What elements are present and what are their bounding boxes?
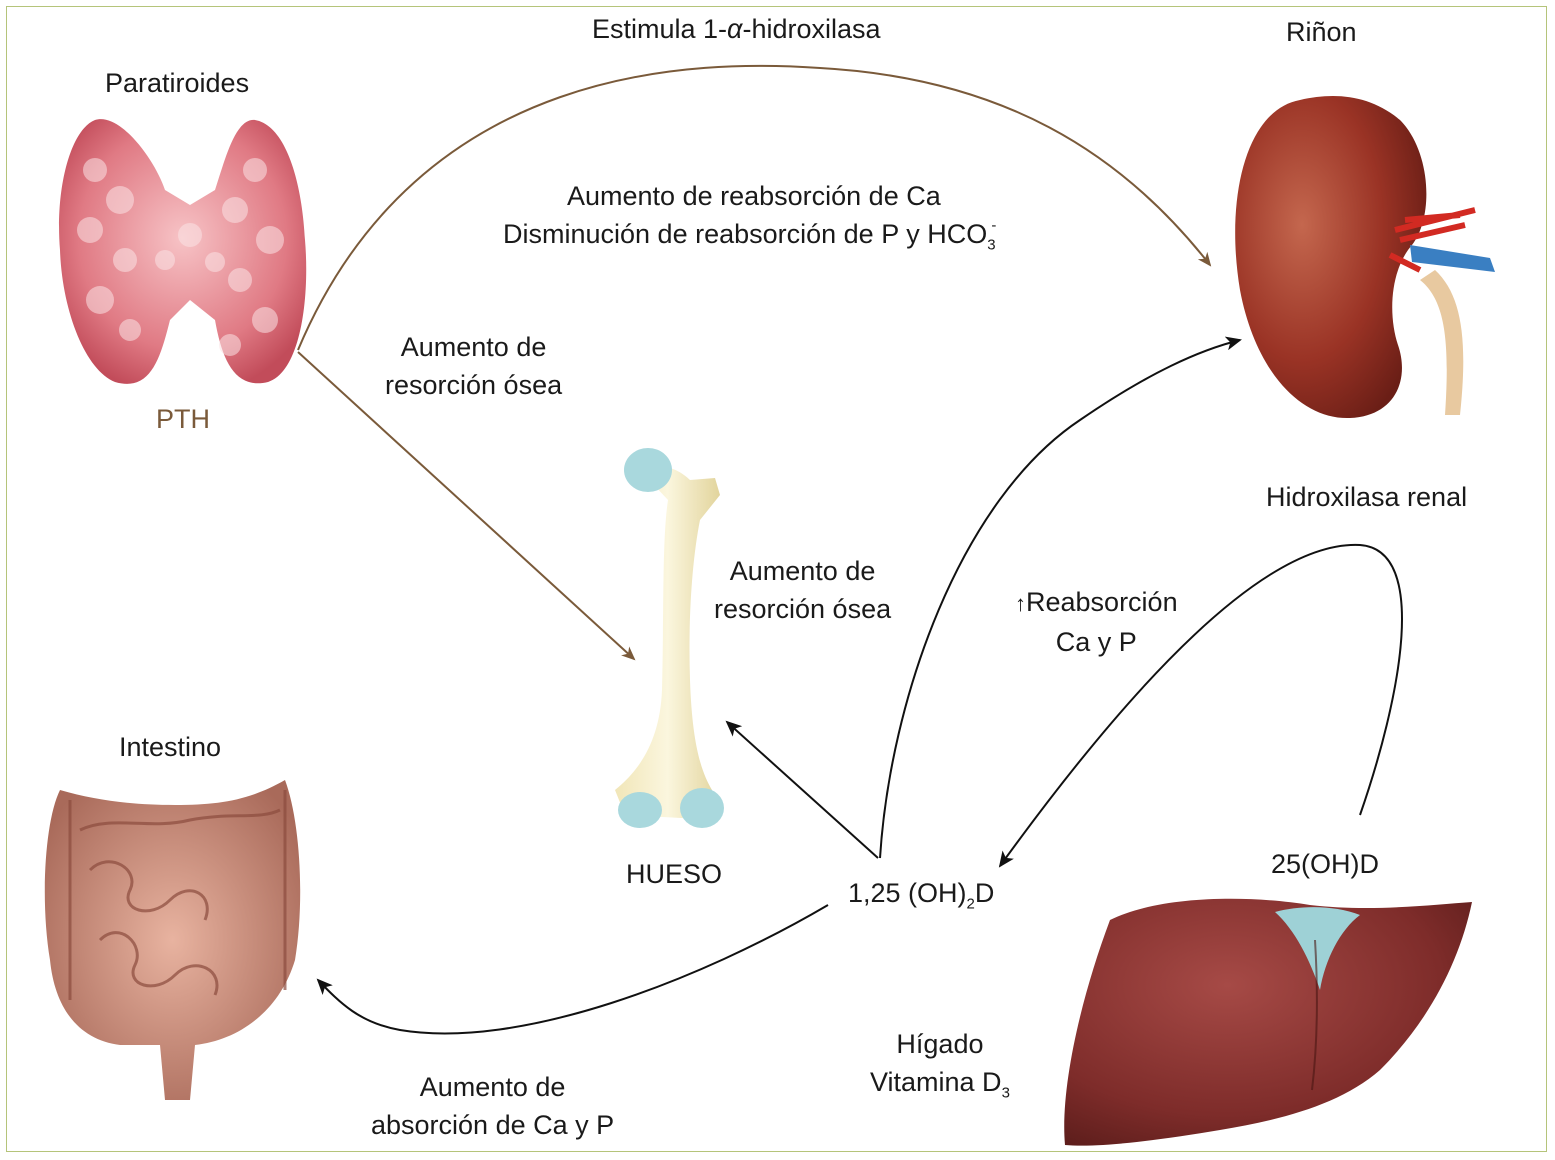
label-vitamin-d-active: 1,25 (OH)2D (848, 874, 994, 923)
estimula-post: -hidroxilasa (742, 14, 881, 44)
vitd-sub: 2 (966, 895, 975, 913)
hco3-sup: - (991, 217, 997, 234)
label-aumento-resorcion-2: Aumento de resorción ósea (714, 552, 891, 628)
arrow-vitd-to-intestine (316, 904, 829, 1035)
label-aumento-absorcion: Aumento de absorción de Ca y P (371, 1068, 614, 1144)
label-25ohd: 25(OH)D (1271, 849, 1380, 879)
higado-sub: 3 (1001, 1084, 1010, 1102)
estimula-pre: Estimula 1- (592, 14, 728, 44)
label-disminucion-reabsorcion: Disminución de reabsorción de P y HCO3- (503, 215, 996, 264)
label-hueso: HUESO (626, 859, 723, 889)
label-intestino: Intestino (119, 732, 222, 762)
parathyroid-icon (59, 119, 307, 384)
arrow-vitd-to-kidney (879, 336, 1242, 859)
higado-line1: Hígado (896, 1029, 984, 1059)
label-paratiroides: Paratiroides (105, 68, 250, 98)
absorcion-line1: Aumento de (419, 1072, 566, 1102)
up-arrow-icon: ↑ (1015, 591, 1026, 616)
label-reabsorcion-ca-p: ↑Reabsorción Ca y P (1015, 583, 1178, 661)
hco3-subscript: 3- (987, 217, 996, 253)
label-aumento-resorcion-1: Aumento de resorción ósea (385, 328, 562, 404)
arrow-25ohd-to-vitd (998, 543, 1403, 868)
label-aumento-reabsorcion-ca: Aumento de reabsorción de Ca (567, 181, 941, 211)
label-estimula-hidroxilasa: Estimula 1-α-hidroxilasa (592, 10, 881, 48)
intestine-icon (44, 780, 301, 1100)
bone-icon (615, 448, 724, 828)
diagram-frame (6, 6, 1547, 1152)
label-higado: Hígado Vitamina D3 (870, 1025, 1010, 1112)
label-pth: PTH (156, 404, 210, 434)
resorcion-2-line1: Aumento de (729, 556, 876, 586)
disminucion-text: Disminución de reabsorción de P y HCO (503, 219, 988, 249)
vitd-pre: 1,25 (OH) (848, 878, 967, 908)
reabsorcion-line2: Ca y P (1055, 627, 1137, 657)
resorcion-1-line2: resorción ósea (385, 370, 563, 400)
label-hidroxilasa-renal: Hidroxilasa renal (1266, 482, 1468, 512)
arrow-pth-to-bone (297, 351, 636, 661)
liver-icon (1064, 898, 1472, 1146)
arrow-vitd-to-bone (725, 720, 879, 859)
label-rinon: Riñon (1286, 17, 1357, 47)
hco3-sub: 3 (987, 236, 996, 254)
vitd-post: D (974, 878, 995, 908)
arrow-pth-to-kidney (297, 64, 1212, 351)
absorcion-line2: absorción de Ca y P (371, 1110, 615, 1140)
reabsorcion-line1: Reabsorción (1026, 587, 1178, 617)
resorcion-2-line2: resorción ósea (714, 594, 892, 624)
kidney-icon (1235, 96, 1495, 419)
estimula-alpha: α (727, 14, 743, 44)
higado-line2: Vitamina D (870, 1067, 1002, 1097)
resorcion-1-line1: Aumento de (400, 332, 547, 362)
